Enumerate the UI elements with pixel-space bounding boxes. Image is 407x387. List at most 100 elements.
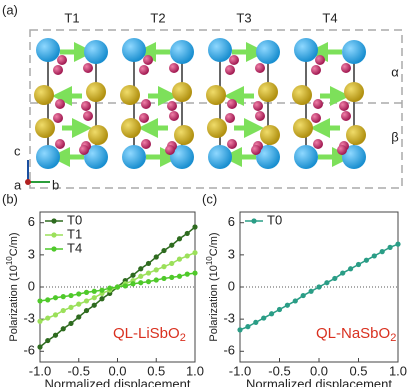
atom-small <box>255 111 265 121</box>
x-tick-label: 1.0 <box>186 363 204 378</box>
point <box>153 277 159 283</box>
atom-medium <box>293 118 313 138</box>
point <box>184 230 190 237</box>
point <box>45 297 51 303</box>
atom-small <box>313 99 323 109</box>
annotation-part: 2 <box>180 332 186 344</box>
y-tick-label: 6 <box>228 214 235 229</box>
panel-label: (a) <box>2 2 18 17</box>
atom-small <box>169 63 179 73</box>
atom-small <box>141 99 151 109</box>
y-tick-label: 3 <box>228 246 235 261</box>
legend-marker <box>51 246 57 252</box>
x-tick-label: -0.5 <box>68 363 90 378</box>
point <box>107 285 113 291</box>
point <box>37 344 43 350</box>
point <box>138 273 144 279</box>
atom-small <box>55 99 65 109</box>
atom-small <box>255 63 265 73</box>
atom-small <box>83 63 93 73</box>
point <box>83 298 90 304</box>
layer-label: β <box>391 129 398 144</box>
point <box>169 260 175 267</box>
x-axis-label: Normalized displacement <box>45 376 191 387</box>
atom-large <box>342 40 366 64</box>
y-tick-label: 3 <box>28 246 35 261</box>
point <box>161 264 167 270</box>
point <box>184 271 190 277</box>
atom-large <box>36 145 60 169</box>
axis-label: a <box>14 177 22 192</box>
atom-small <box>167 101 177 111</box>
point <box>316 284 322 290</box>
atom-large <box>256 145 280 169</box>
x-tick-label: -1.0 <box>229 363 251 378</box>
atom-large <box>122 38 146 62</box>
point <box>192 270 198 276</box>
y-tick-label: 0 <box>228 278 235 293</box>
atom-medium <box>344 82 364 102</box>
point <box>83 307 90 314</box>
atom-small <box>227 99 237 109</box>
point <box>76 301 82 307</box>
point <box>138 280 144 286</box>
atom-small <box>337 145 347 155</box>
point <box>138 266 144 272</box>
atom-small <box>53 65 63 75</box>
y-axis-label-part: 10 <box>5 256 14 265</box>
point <box>68 304 74 310</box>
point <box>176 236 183 242</box>
atom-small <box>169 111 179 121</box>
x-tick-label: 0.0 <box>310 363 328 378</box>
point <box>292 298 298 304</box>
point <box>161 247 167 254</box>
atom-small <box>315 55 325 65</box>
atom-large <box>208 145 232 169</box>
y-tick-label: -6 <box>23 343 35 358</box>
point <box>253 319 259 325</box>
point <box>363 257 369 263</box>
atom-medium <box>207 118 227 138</box>
point <box>91 302 97 308</box>
column-label: T1 <box>64 10 79 25</box>
column-label: T3 <box>236 10 251 25</box>
point <box>83 289 90 295</box>
y-tick-label: 6 <box>28 214 35 229</box>
point <box>114 284 121 290</box>
atom-medium <box>174 125 194 145</box>
atom-large <box>256 40 280 64</box>
point <box>45 337 51 344</box>
legend-marker <box>51 232 57 238</box>
atom-large <box>84 145 108 169</box>
legend-label: T0 <box>67 212 82 227</box>
legend-label: T1 <box>67 226 82 241</box>
atom-small <box>227 139 237 149</box>
point <box>169 242 175 248</box>
atom-small <box>339 101 349 111</box>
atom-small <box>253 101 263 111</box>
annotation-part: QL-NaSbO <box>316 325 390 342</box>
point <box>91 288 97 294</box>
point <box>261 315 267 321</box>
atom-medium <box>260 125 280 145</box>
atom-small <box>81 101 91 111</box>
annotation-part: QL-LiSbO <box>113 325 180 342</box>
point <box>52 332 59 338</box>
y-axis-label-part: Polarization (10 <box>8 265 20 341</box>
atom-small <box>57 55 67 65</box>
atom-medium <box>346 125 366 145</box>
x-tick-label: -0.5 <box>268 363 290 378</box>
atom-small <box>53 113 63 123</box>
atom-medium <box>120 85 140 105</box>
y-tick-label: -6 <box>223 343 235 358</box>
y-axis-label: Polarization (1010C/m) <box>5 232 20 341</box>
atom-large <box>170 145 194 169</box>
y-axis-label-part: C/m) <box>208 232 220 256</box>
point <box>192 224 198 230</box>
atom-large <box>84 40 108 64</box>
point <box>91 295 97 301</box>
point <box>324 280 330 286</box>
atom-medium <box>292 85 312 105</box>
y-axis-label-part: 10 <box>205 256 214 265</box>
atom-small <box>83 111 93 121</box>
